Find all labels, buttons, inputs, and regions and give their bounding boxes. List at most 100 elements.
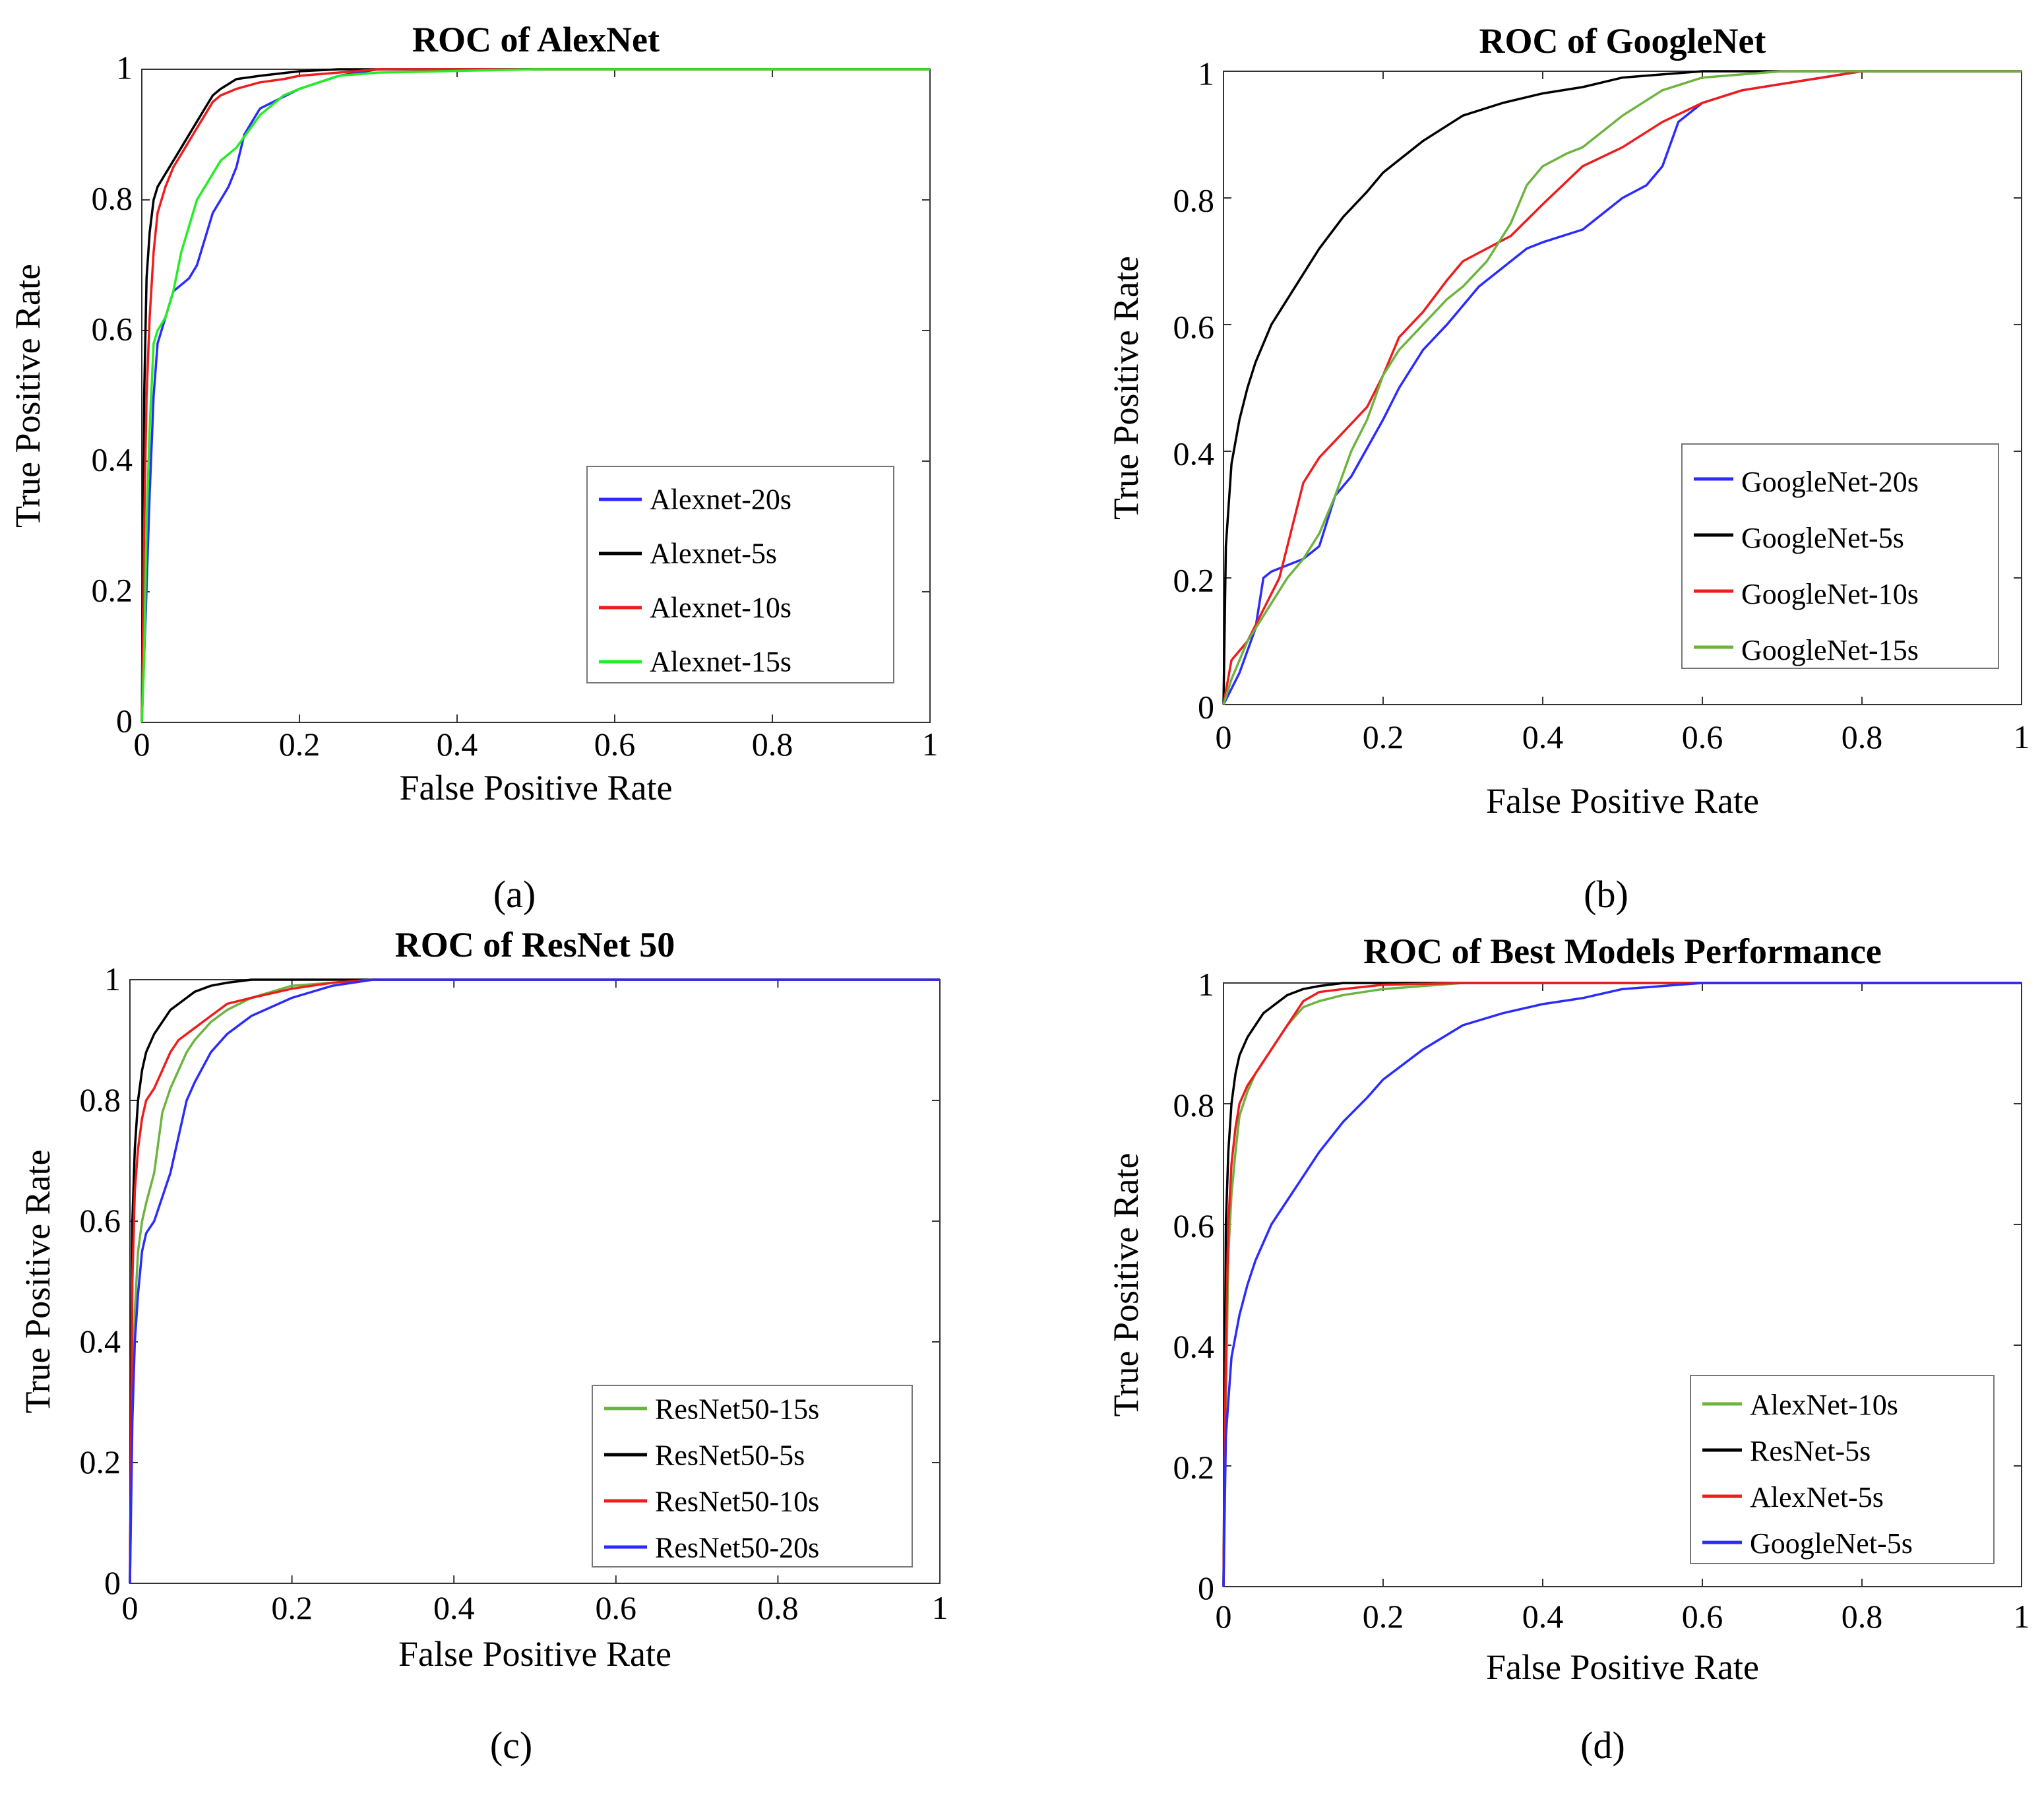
legend-box <box>586 466 894 683</box>
series-line-googlenet-15s <box>1222 70 2022 705</box>
legend-box <box>1681 443 1999 669</box>
x-tick-label: 1 <box>2014 718 2030 755</box>
panel-caption: (c) <box>490 1724 532 1767</box>
roc-panel-4: 00 0.2 0.2 0.4 0.4 0.6 0.6 0.8 0.8 1 1 ROC of Best … <box>1106 932 2030 1767</box>
x-tick-label: 0.4 <box>437 726 478 763</box>
x-tick-label: 1 <box>922 726 939 763</box>
x-tick-label: 0.6 <box>1682 1598 1723 1635</box>
legend-label: Alexnet-20s <box>650 484 791 516</box>
y-tick-label: 0 <box>116 703 133 740</box>
y-tick-label: 0.4 <box>92 441 133 478</box>
chart-title: ROC of AlexNet <box>412 20 660 59</box>
series-line-alexnet-5s <box>140 68 930 723</box>
legend-label: AlexNet-10s <box>1750 1389 1898 1421</box>
legend-label: GoogleNet-5s <box>1741 522 1904 554</box>
series-line-alexnet-15s <box>140 68 930 723</box>
y-axis-label: True Positive Rate <box>8 264 47 528</box>
x-tick-label: 0.2 <box>1363 718 1404 755</box>
legend: GoogleNet-20s GoogleNet-5s GoogleNet-10s Go… <box>1681 443 1999 669</box>
legend: Alexnet-20s Alexnet-5s Alexnet-10s Alexnet-… <box>586 466 894 683</box>
y-tick-label: 0.8 <box>1173 1087 1215 1124</box>
chart-title: ROC of GoogleNet <box>1479 21 1766 61</box>
x-tick-label: 0.8 <box>757 1589 799 1626</box>
y-tick-label: 0.2 <box>1173 1449 1215 1486</box>
x-tick-label: 0 <box>134 726 150 763</box>
series-line-googlenet-5s <box>1222 982 2022 1587</box>
legend-label: ResNet50-15s <box>655 1393 819 1425</box>
legend-label: ResNet-5s <box>1750 1435 1871 1467</box>
chart-title: ROC of ResNet 50 <box>395 925 675 965</box>
axes-box <box>1223 71 2022 705</box>
legend-label: Alexnet-5s <box>650 538 777 570</box>
series-line-googlenet-5s <box>1222 70 2022 705</box>
series-line-resnet50-5s <box>129 978 940 1584</box>
x-tick-label: 0.4 <box>1522 718 1564 755</box>
y-tick-label: 1 <box>1198 966 1214 1003</box>
series-line-resnet50-20s <box>129 978 940 1584</box>
legend-label: Alexnet-10s <box>650 592 791 624</box>
x-tick-label: 0.6 <box>1682 718 1723 755</box>
legend-label: ResNet50-10s <box>655 1485 819 1517</box>
series-line-googlenet-10s <box>1222 70 2022 705</box>
y-tick-label: 0.6 <box>1173 1207 1215 1244</box>
panel-caption: (d) <box>1580 1724 1625 1767</box>
y-tick-label: 0.4 <box>1173 1328 1215 1365</box>
y-tick-label: 0.8 <box>1173 181 1215 218</box>
series-line-alexnet-10s <box>140 68 930 723</box>
y-tick-label: 0 <box>1198 1569 1214 1606</box>
roc-panel-3: 00 0.2 0.2 0.4 0.4 0.6 0.6 0.8 0.8 1 1 ROC of ResNe… <box>18 925 948 1767</box>
y-tick-label: 0.6 <box>92 311 133 348</box>
legend-label: Alexnet-15s <box>650 646 791 678</box>
chart-title: ROC of Best Models Performance <box>1363 932 1882 971</box>
x-tick-label: 0.6 <box>594 726 636 763</box>
legend-label: GoogleNet-20s <box>1741 466 1919 498</box>
legend-label: GoogleNet-5s <box>1750 1527 1913 1560</box>
legend-label: ResNet50-20s <box>655 1531 819 1564</box>
legend: AlexNet-10s ResNet-5s AlexNet-5s GoogleNet-… <box>1690 1375 1995 1564</box>
legend-label: GoogleNet-15s <box>1741 634 1919 666</box>
legend-label: ResNet50-5s <box>655 1439 805 1471</box>
y-tick-label: 0.6 <box>80 1202 121 1239</box>
y-axis-label: True Positive Rate <box>1106 1153 1146 1416</box>
y-tick-label: 0.4 <box>80 1323 121 1360</box>
x-tick-label: 0.2 <box>1363 1598 1404 1635</box>
x-tick-label: 0.8 <box>1842 718 1883 755</box>
y-tick-label: 1 <box>104 961 121 998</box>
x-tick-label: 0.2 <box>279 726 321 763</box>
y-tick-label: 0.6 <box>1173 308 1215 345</box>
y-tick-label: 0 <box>1198 688 1214 725</box>
x-axis-label: False Positive Rate <box>1486 781 1759 821</box>
x-tick-label: 0.4 <box>433 1589 475 1626</box>
x-tick-label: 1 <box>2014 1598 2030 1635</box>
series-line-alexnet-5s <box>1222 982 2022 1587</box>
y-tick-label: 0.4 <box>1173 435 1215 472</box>
panel-caption: (a) <box>493 873 536 916</box>
x-tick-label: 0 <box>1216 718 1232 755</box>
x-axis-label: False Positive Rate <box>400 768 673 808</box>
y-tick-label: 0.2 <box>1173 561 1215 598</box>
x-tick-label: 0.2 <box>271 1589 313 1626</box>
y-tick-label: 0 <box>104 1564 121 1601</box>
y-tick-label: 1 <box>116 49 133 86</box>
legend-box <box>592 1385 913 1568</box>
x-axis-label: False Positive Rate <box>1486 1647 1759 1687</box>
legend: ResNet50-15s ResNet50-5s ResNet50-10s ResNe… <box>592 1385 913 1568</box>
x-tick-label: 0.8 <box>1842 1598 1883 1635</box>
x-axis-label: False Positive Rate <box>398 1634 671 1674</box>
panel-caption: (b) <box>1584 873 1628 916</box>
y-tick-label: 1 <box>1198 55 1214 92</box>
roc-panel-2: 00 0.2 0.2 0.4 0.4 0.6 0.6 0.8 0.8 1 1 ROC of Googl… <box>1106 21 2030 916</box>
y-axis-label: True Positive Rate <box>1106 256 1146 520</box>
x-tick-label: 0 <box>1216 1598 1232 1635</box>
y-tick-label: 0.8 <box>92 180 133 217</box>
x-tick-label: 1 <box>932 1589 948 1626</box>
series-line-resnet-5s <box>1222 982 2022 1587</box>
x-tick-label: 0.6 <box>596 1589 637 1626</box>
y-tick-label: 0.2 <box>92 572 133 609</box>
x-tick-label: 0.8 <box>752 726 793 763</box>
legend-label: AlexNet-5s <box>1750 1481 1884 1513</box>
y-axis-label: True Positive Rate <box>18 1149 57 1413</box>
legend-box <box>1690 1375 1995 1564</box>
